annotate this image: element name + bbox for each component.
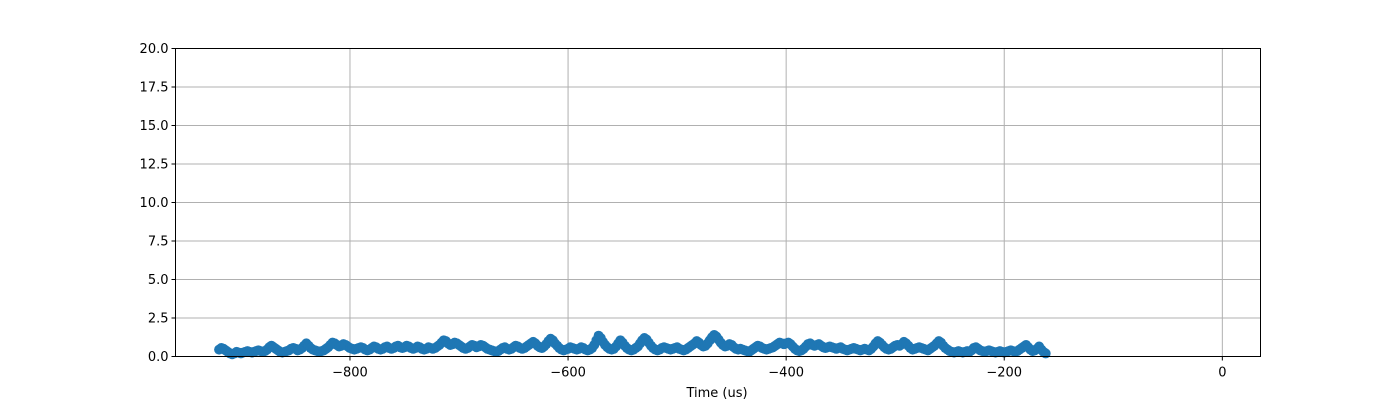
y-tick-label: 17.5 — [140, 81, 169, 96]
y-tick-label: 0.0 — [148, 350, 169, 365]
y-tick-label: 20.0 — [140, 42, 169, 57]
y-tick-label: 12.5 — [140, 158, 169, 173]
y-tick-label: 7.5 — [148, 235, 169, 250]
x-tick-label: −600 — [550, 366, 586, 381]
grid — [175, 48, 1261, 357]
x-tick-label: −200 — [986, 366, 1022, 381]
y-tick-label: 15.0 — [140, 119, 169, 134]
y-tick-label: 2.5 — [148, 312, 169, 327]
data-point — [1040, 348, 1051, 359]
x-tick-label: 0 — [1218, 366, 1226, 381]
y-tick-label: 10.0 — [140, 196, 169, 211]
ticks: −800 −600 −400 −200 0 0.0 2.5 5.0 7.5 10.0 12.5 15.… — [140, 42, 1227, 381]
series-layer — [214, 329, 1051, 360]
x-tick-label: −400 — [768, 366, 804, 381]
x-axis-label: Time (us) — [685, 386, 747, 400]
y-tick-label: 5.0 — [148, 273, 169, 288]
x-tick-label: −800 — [332, 366, 368, 381]
